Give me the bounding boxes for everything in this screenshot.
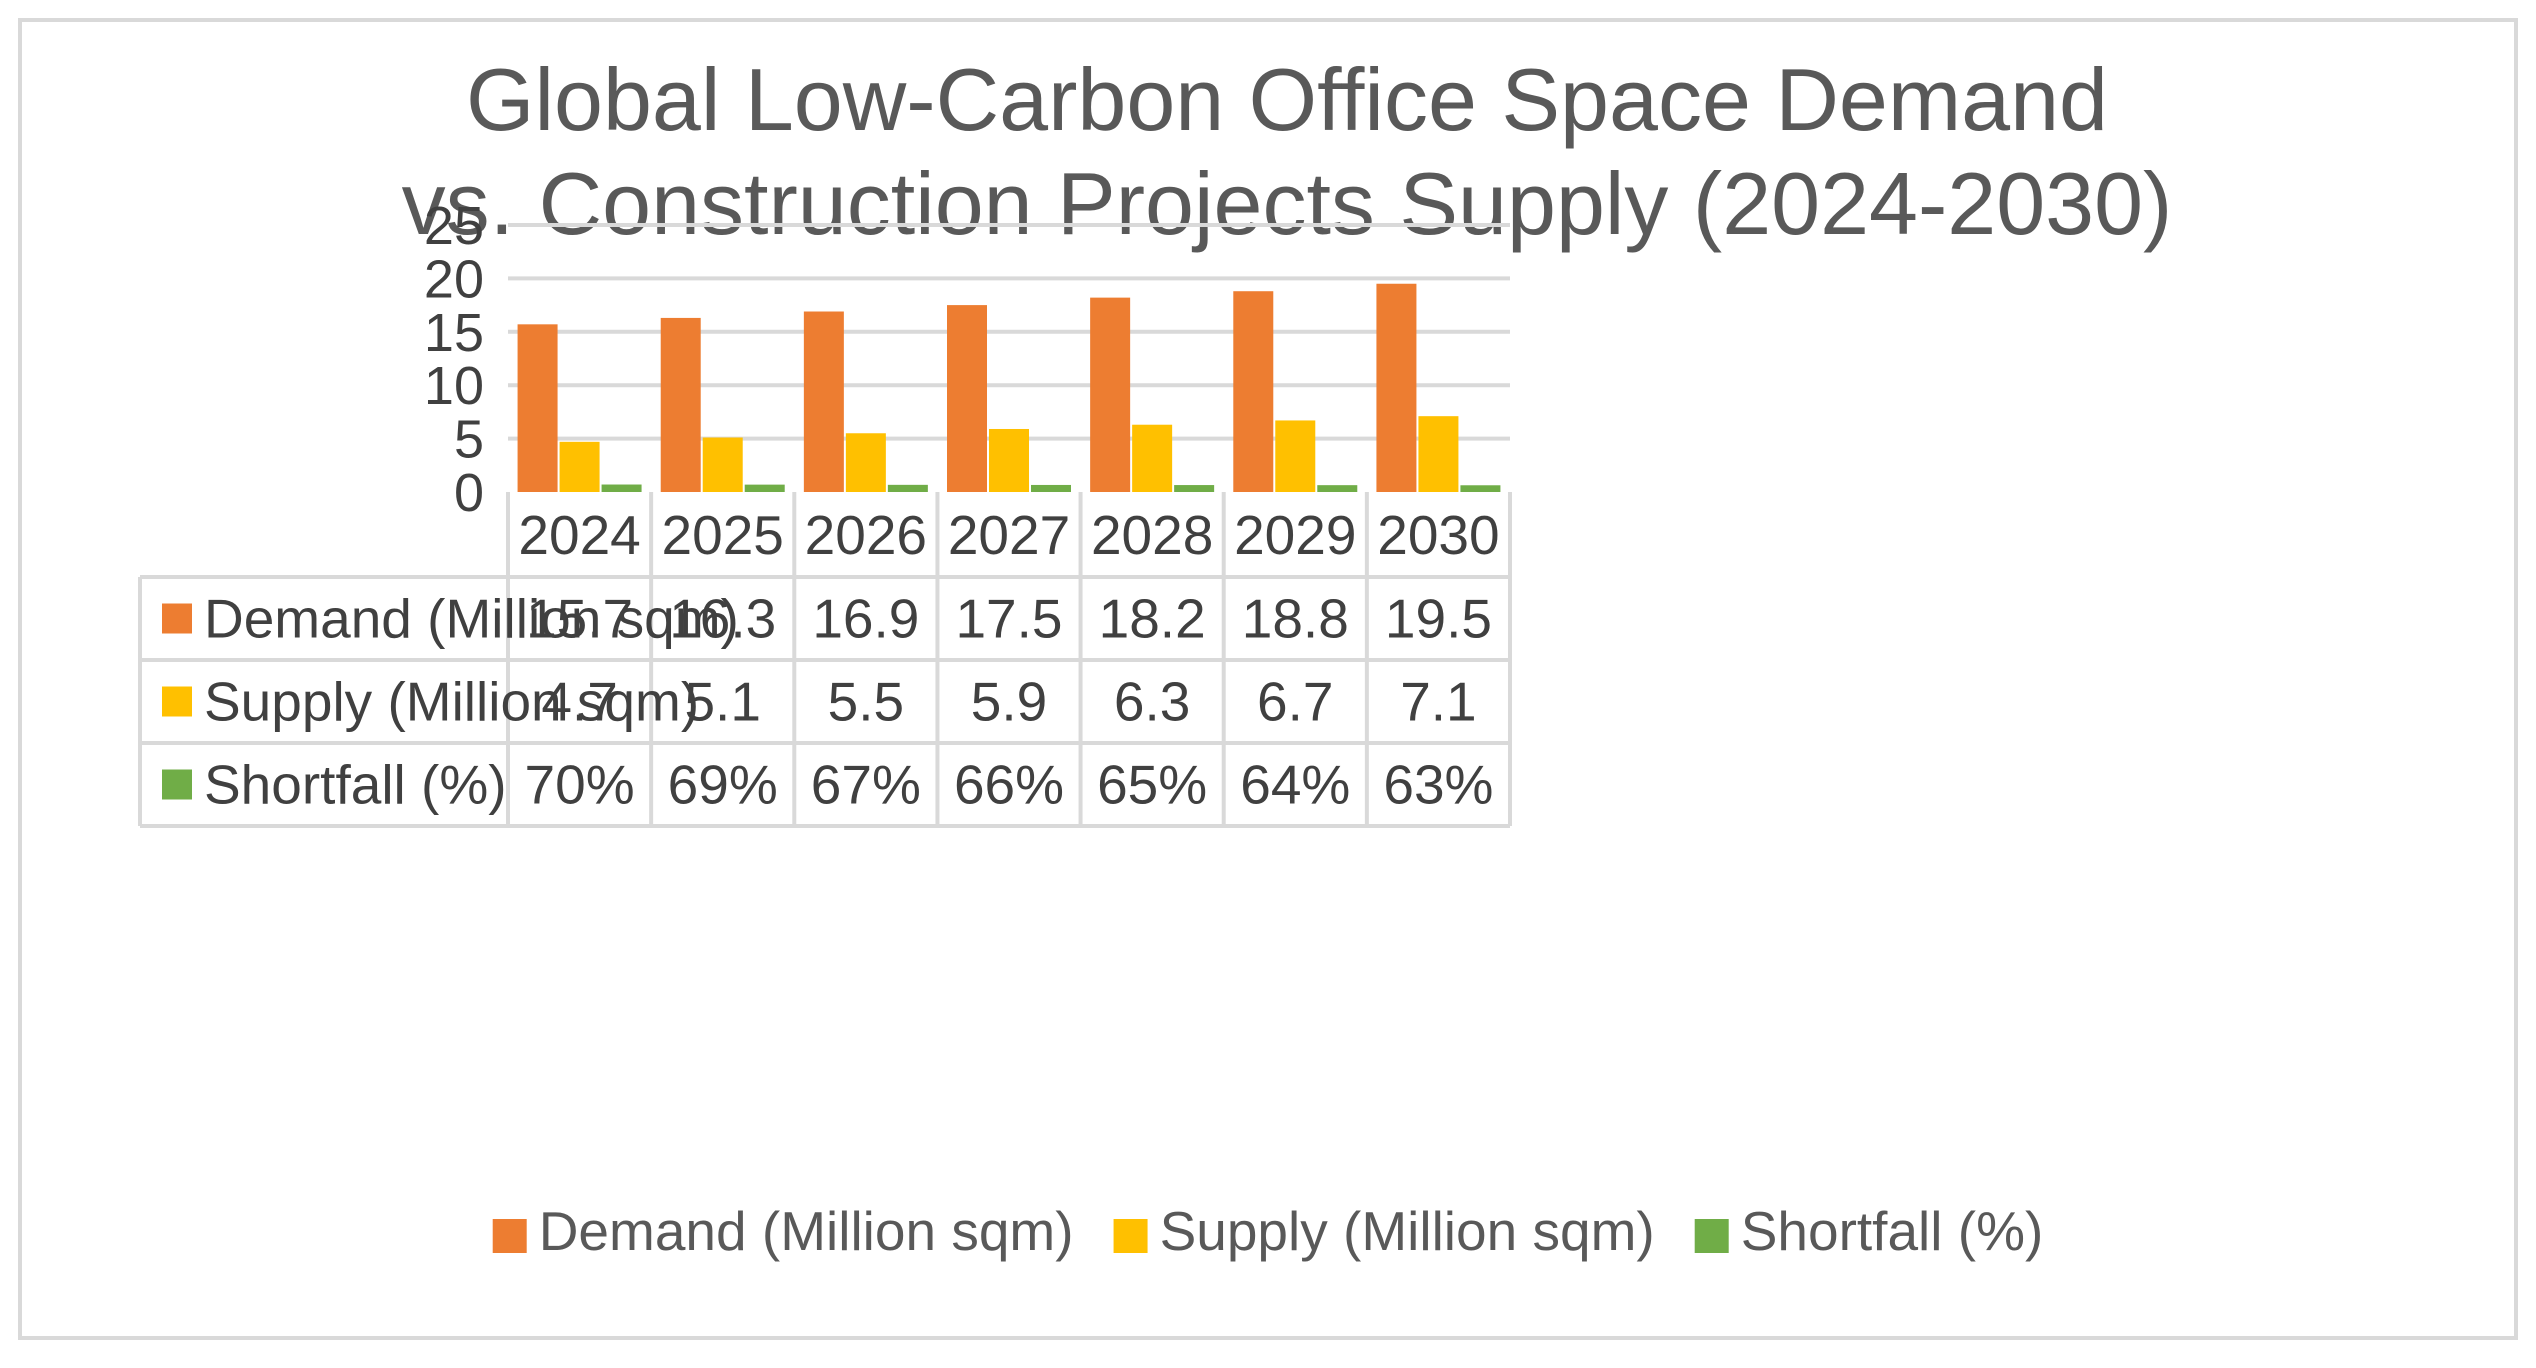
data-label: 18.2 [1099, 588, 1206, 650]
bar-supply-2025 [702, 437, 743, 492]
table-legend-key [162, 769, 192, 800]
x-category-label: 2030 [1377, 504, 1499, 566]
x-category-label: 2028 [1091, 504, 1213, 566]
bars [517, 283, 1501, 492]
bar-demand-2025 [660, 317, 701, 492]
bar-shortfall-2024 [601, 484, 642, 492]
bar-shortfall-2030 [1460, 485, 1501, 492]
y-tick-label: 10 [424, 356, 484, 416]
legend-label: Demand (Million sqm) [539, 1200, 1074, 1262]
bar-shortfall-2029 [1317, 485, 1358, 492]
legend-label: Supply (Million sqm) [1160, 1200, 1655, 1262]
bar-supply-2026 [845, 433, 886, 492]
table-row-label: Shortfall (%) [204, 754, 507, 816]
x-category-label: 2027 [948, 504, 1070, 566]
bar-supply-2027 [989, 428, 1029, 492]
bar-demand-2028 [1090, 297, 1131, 492]
chart-frame: Global Low-Carbon Office Space Demand vs.… [18, 18, 2518, 1340]
data-label: 65% [1097, 754, 1207, 816]
table-row-label: Demand (Million sqm) [204, 588, 739, 650]
bar-supply-2030 [1418, 416, 1459, 492]
chart-title-line: vs. Construction Projects Supply (2024-2… [402, 154, 2173, 253]
y-tick-label: 20 [424, 249, 484, 309]
bar-demand-2027 [947, 305, 987, 492]
legend-swatch [1113, 1219, 1148, 1253]
bar-shortfall-2025 [744, 484, 785, 492]
chart-title: Global Low-Carbon Office Space Demandvs.… [402, 50, 2173, 253]
bar-shortfall-2027 [1031, 484, 1071, 492]
data-label: 64% [1240, 754, 1350, 816]
data-label: 15.7 [526, 588, 633, 650]
data-label: 6.3 [1114, 671, 1190, 733]
data-label: 6.7 [1257, 671, 1333, 733]
data-label: 17.5 [955, 588, 1062, 650]
x-category-label: 2024 [518, 504, 640, 566]
bar-demand-2024 [517, 324, 558, 492]
data-label: 70% [525, 754, 635, 816]
data-label: 5.9 [971, 671, 1047, 733]
data-label: 7.1 [1400, 671, 1476, 733]
bar-supply-2029 [1275, 420, 1316, 492]
bar-shortfall-2026 [887, 484, 928, 492]
data-label: 19.5 [1385, 588, 1492, 650]
data-label: 5.1 [684, 671, 760, 733]
data-label: 69% [668, 754, 778, 816]
y-tick-label: 5 [454, 410, 484, 470]
bar-supply-2024 [559, 441, 600, 492]
chart-title-line: Global Low-Carbon Office Space Demand [466, 50, 2108, 149]
data-label: 16.3 [669, 588, 776, 650]
bar-demand-2030 [1376, 283, 1417, 492]
data-label: 63% [1383, 754, 1493, 816]
legend-swatch [492, 1219, 527, 1253]
data-label: 16.9 [812, 588, 919, 650]
x-category-label: 2025 [662, 504, 784, 566]
x-category-label: 2029 [1234, 504, 1356, 566]
bar-demand-2026 [803, 311, 844, 492]
legend-item: Supply (Million sqm) [1113, 1200, 1655, 1262]
table-legend-key [162, 603, 192, 634]
data-label: 66% [954, 754, 1064, 816]
bar-demand-2029 [1233, 291, 1274, 492]
data-label: 4.7 [541, 671, 617, 733]
bar-supply-2028 [1132, 424, 1173, 492]
data-table: 2024 2025 2026 2027 2028 2029 2030 Demand (Mill… [138, 492, 1512, 828]
legend-item: Demand (Million sqm) [492, 1200, 1074, 1262]
y-tick-label: 15 [424, 303, 484, 363]
y-tick-label: 0 [454, 463, 484, 523]
table-row-label: Supply (Million sqm) [204, 671, 699, 733]
table-legend-key [162, 686, 192, 717]
gridlines [508, 223, 1510, 441]
legend: Demand (Million sqm) Supply (Million sqm)… [492, 1200, 2044, 1262]
y-tick-label: 25 [424, 196, 484, 256]
legend-item: Shortfall (%) [1694, 1200, 2044, 1262]
legend-swatch [1694, 1219, 1729, 1253]
data-label: 5.5 [828, 671, 904, 733]
data-label: 18.8 [1242, 588, 1349, 650]
chart-svg: Global Low-Carbon Office Space Demandvs.… [138, 50, 2173, 1262]
legend-label: Shortfall (%) [1741, 1200, 2044, 1262]
x-category-label: 2026 [805, 504, 927, 566]
data-label: 67% [811, 754, 921, 816]
bar-shortfall-2028 [1174, 485, 1215, 492]
